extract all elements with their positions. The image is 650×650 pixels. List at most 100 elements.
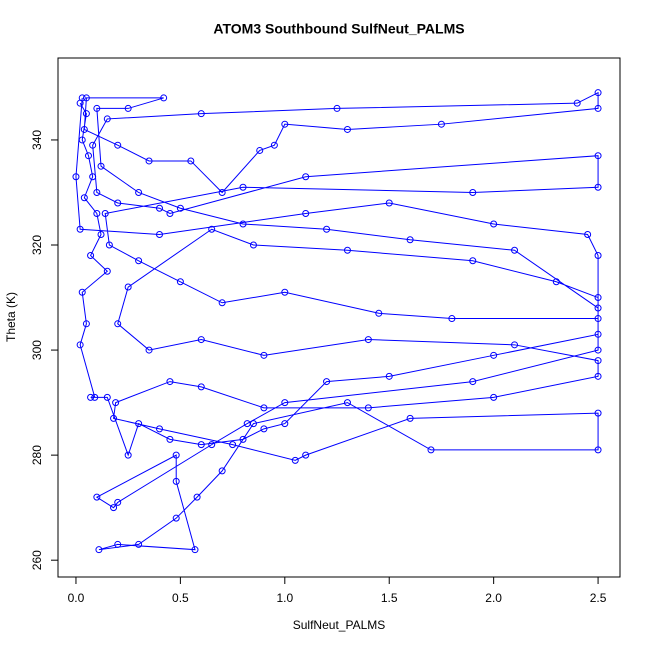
data-point xyxy=(594,446,602,454)
data-point xyxy=(76,341,84,349)
data-point xyxy=(594,89,602,97)
data-point xyxy=(249,241,257,249)
data-point xyxy=(82,320,90,328)
x-tick-label: 2.5 xyxy=(590,591,607,605)
x-tick-label: 0.0 xyxy=(68,591,85,605)
data-point xyxy=(176,278,184,286)
data-point xyxy=(91,393,99,401)
data-point xyxy=(594,372,602,380)
data-point xyxy=(197,383,205,391)
data-point xyxy=(172,514,180,522)
data-point xyxy=(260,425,268,433)
plot-box xyxy=(57,57,621,578)
data-point xyxy=(145,157,153,165)
data-point xyxy=(78,136,86,144)
data-point xyxy=(490,351,498,359)
data-point xyxy=(114,141,122,149)
x-tick-label: 1.0 xyxy=(276,591,293,605)
data-point xyxy=(114,199,122,207)
data-point xyxy=(594,183,602,191)
data-point xyxy=(385,372,393,380)
data-point xyxy=(172,451,180,459)
data-point xyxy=(166,209,174,217)
data-point xyxy=(191,546,199,554)
data-point xyxy=(218,467,226,475)
data-point xyxy=(375,309,383,317)
data-point xyxy=(87,393,95,401)
data-point xyxy=(218,188,226,196)
data-point xyxy=(243,420,251,428)
data-point xyxy=(594,252,602,260)
data-point xyxy=(427,446,435,454)
data-point xyxy=(87,252,95,260)
data-point xyxy=(93,104,101,112)
data-point xyxy=(448,315,456,323)
data-point xyxy=(112,399,120,407)
data-point xyxy=(78,288,86,296)
data-point xyxy=(101,209,109,217)
data-point xyxy=(82,110,90,118)
data-point xyxy=(155,204,163,212)
data-point xyxy=(218,299,226,307)
data-point xyxy=(114,320,122,328)
data-point xyxy=(291,456,299,464)
data-point xyxy=(103,115,111,123)
data-point xyxy=(155,425,163,433)
data-point xyxy=(114,498,122,506)
data-point xyxy=(197,441,205,449)
data-point xyxy=(260,351,268,359)
data-point xyxy=(89,141,97,149)
data-point xyxy=(594,315,602,323)
x-axis-label: SulfNeut_PALMS xyxy=(293,618,386,632)
chart-title: ATOM3 Southbound SulfNeut_PALMS xyxy=(213,21,464,37)
data-point xyxy=(103,393,111,401)
data-point xyxy=(343,246,351,254)
data-point xyxy=(584,231,592,239)
data-point xyxy=(302,173,310,181)
data-point xyxy=(239,220,247,228)
data-point xyxy=(594,330,602,338)
data-point xyxy=(135,257,143,265)
data-point xyxy=(364,336,372,344)
data-point xyxy=(511,246,519,254)
data-point xyxy=(105,241,113,249)
x-tick-label: 0.5 xyxy=(172,591,189,605)
data-point xyxy=(469,378,477,386)
data-point xyxy=(270,141,278,149)
data-point xyxy=(343,399,351,407)
data-point xyxy=(89,173,97,181)
data-point xyxy=(135,540,143,548)
data-point xyxy=(78,94,86,102)
data-point xyxy=(281,288,289,296)
data-point xyxy=(594,346,602,354)
data-point xyxy=(97,231,105,239)
data-point xyxy=(573,99,581,107)
data-point xyxy=(594,304,602,312)
data-point xyxy=(197,110,205,118)
data-point xyxy=(160,94,168,102)
y-tick-label: 300 xyxy=(30,340,44,360)
data-point xyxy=(172,477,180,485)
data-point xyxy=(594,294,602,302)
data-point xyxy=(406,414,414,422)
data-point xyxy=(93,209,101,217)
data-point xyxy=(176,204,184,212)
data-point xyxy=(197,336,205,344)
x-tick-label: 2.0 xyxy=(485,591,502,605)
data-point xyxy=(469,188,477,196)
data-point xyxy=(343,125,351,133)
data-point xyxy=(323,225,331,233)
data-point xyxy=(95,546,103,554)
series-line xyxy=(75,91,599,551)
data-point xyxy=(84,152,92,160)
data-point xyxy=(208,225,216,233)
data-point xyxy=(229,441,237,449)
data-point xyxy=(135,188,143,196)
data-point xyxy=(437,120,445,128)
y-tick-label: 320 xyxy=(30,235,44,255)
data-point xyxy=(97,162,105,170)
y-axis-label: Theta (K) xyxy=(4,292,18,342)
data-point xyxy=(281,399,289,407)
data-point xyxy=(260,404,268,412)
